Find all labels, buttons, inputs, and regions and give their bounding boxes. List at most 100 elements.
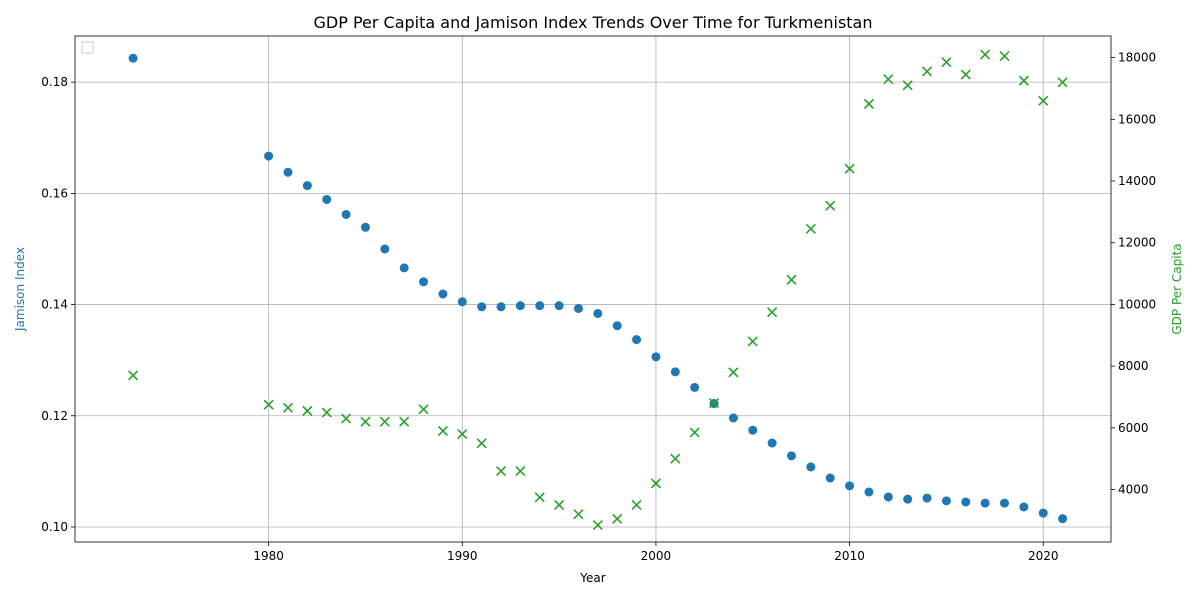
jamison-point (980, 498, 990, 508)
chart-title: GDP Per Capita and Jamison Index Trends … (313, 13, 872, 32)
jamison-point (573, 303, 583, 313)
gdp-point (999, 50, 1010, 62)
jamison-point (1019, 502, 1029, 512)
jamison-point (612, 321, 622, 331)
gdp-point (379, 416, 390, 427)
gdp-point (767, 307, 778, 318)
left-y-axis-title: Jamison Index (13, 247, 27, 332)
jamison-point (399, 263, 409, 273)
jamison-point (1058, 514, 1068, 524)
plot-frame (74, 35, 1112, 543)
right-y-tick-label: 6000 (1118, 421, 1149, 435)
x-axis-title: Year (579, 571, 605, 585)
gdp-point (515, 465, 526, 477)
gdp-point (573, 509, 584, 520)
jamison-point (438, 289, 448, 299)
jamison-point (632, 335, 642, 345)
jamison-point (360, 222, 370, 232)
left-y-tick-label: 0.14 (41, 298, 68, 312)
jamison-point (380, 244, 390, 254)
jamison-point (477, 302, 487, 312)
gdp-point (883, 74, 894, 85)
gdp-point (1038, 95, 1049, 106)
gdp-point (650, 478, 662, 489)
ticks: 1980 1990 2000 2010 2020 0.10 0.12 0.14 0.16 0.18… (41, 51, 1156, 563)
jamison-point (767, 438, 777, 448)
jamison-point (748, 425, 758, 435)
jamison-point (941, 496, 951, 506)
jamison-point (786, 451, 796, 461)
left-y-tick-label: 0.16 (41, 186, 68, 200)
jamison-point (322, 194, 332, 204)
gdp-point (863, 98, 875, 109)
gdp-point (437, 425, 448, 436)
jamison-point (728, 413, 738, 423)
gdp-point (960, 69, 971, 80)
right-y-tick-label: 8000 (1118, 359, 1149, 373)
x-tick-label: 2000 (641, 549, 672, 563)
gdp-point (825, 200, 836, 211)
grid (75, 36, 1111, 542)
gdp-point (592, 519, 603, 531)
gdp-point (747, 336, 758, 347)
gdp-point (631, 499, 642, 511)
jamison-point (961, 497, 971, 507)
jamison-point (457, 297, 467, 307)
jamison-point (845, 481, 855, 491)
gdp-point (670, 453, 681, 464)
gdp-point (921, 66, 933, 77)
gdp-point (728, 367, 739, 378)
left-y-tick-label: 0.10 (41, 520, 68, 534)
jamison-point (903, 494, 913, 504)
gdp-point (128, 370, 139, 381)
gdp-point (980, 49, 991, 60)
jamison-point (128, 53, 138, 63)
right-y-tick-label: 16000 (1118, 112, 1156, 126)
right-y-tick-label: 14000 (1118, 174, 1156, 188)
gdp-point (321, 407, 332, 418)
gdp-point (1018, 75, 1029, 86)
jamison-point (999, 498, 1009, 508)
gdp-point (941, 57, 952, 68)
jamison-point (515, 301, 525, 311)
jamison-point (535, 301, 545, 311)
jamison-point (496, 302, 506, 312)
gdp-point (495, 465, 507, 477)
jamison-point (302, 181, 312, 191)
right-y-tick-label: 12000 (1118, 236, 1156, 250)
gdp-point (282, 402, 294, 413)
legend-box (81, 41, 94, 54)
gdp-point (612, 513, 623, 524)
jamison-point (554, 301, 564, 311)
right-y-tick-label: 4000 (1118, 483, 1149, 497)
right-y-tick-label: 10000 (1118, 297, 1156, 311)
gdp-point (302, 405, 313, 416)
jamison-point (825, 473, 835, 483)
jamison-point (883, 492, 893, 502)
x-tick-label: 1990 (447, 549, 478, 563)
gdp-point (263, 399, 274, 410)
jamison-point (1038, 508, 1048, 518)
jamison-point (690, 382, 700, 392)
x-tick-label: 2020 (1028, 549, 1059, 563)
jamison-point (806, 462, 816, 472)
jamison-point (264, 151, 274, 161)
gdp-point (844, 163, 855, 174)
jamison-point (651, 352, 661, 362)
jamison-point (593, 308, 603, 318)
gdp-point (1057, 77, 1068, 88)
right-y-axis-title: GDP Per Capita (1170, 243, 1184, 334)
right-y-tick-label: 18000 (1118, 51, 1156, 65)
jamison-point (864, 487, 874, 497)
left-y-tick-label: 0.18 (41, 75, 68, 89)
x-tick-label: 2010 (834, 549, 865, 563)
gdp-point (902, 80, 913, 91)
gdp-point (805, 223, 816, 234)
x-tick-label: 1980 (253, 549, 284, 563)
gdp-point (708, 398, 720, 409)
gdp-point (360, 416, 371, 427)
gdp-point (554, 499, 565, 511)
gdp-point (418, 404, 429, 415)
